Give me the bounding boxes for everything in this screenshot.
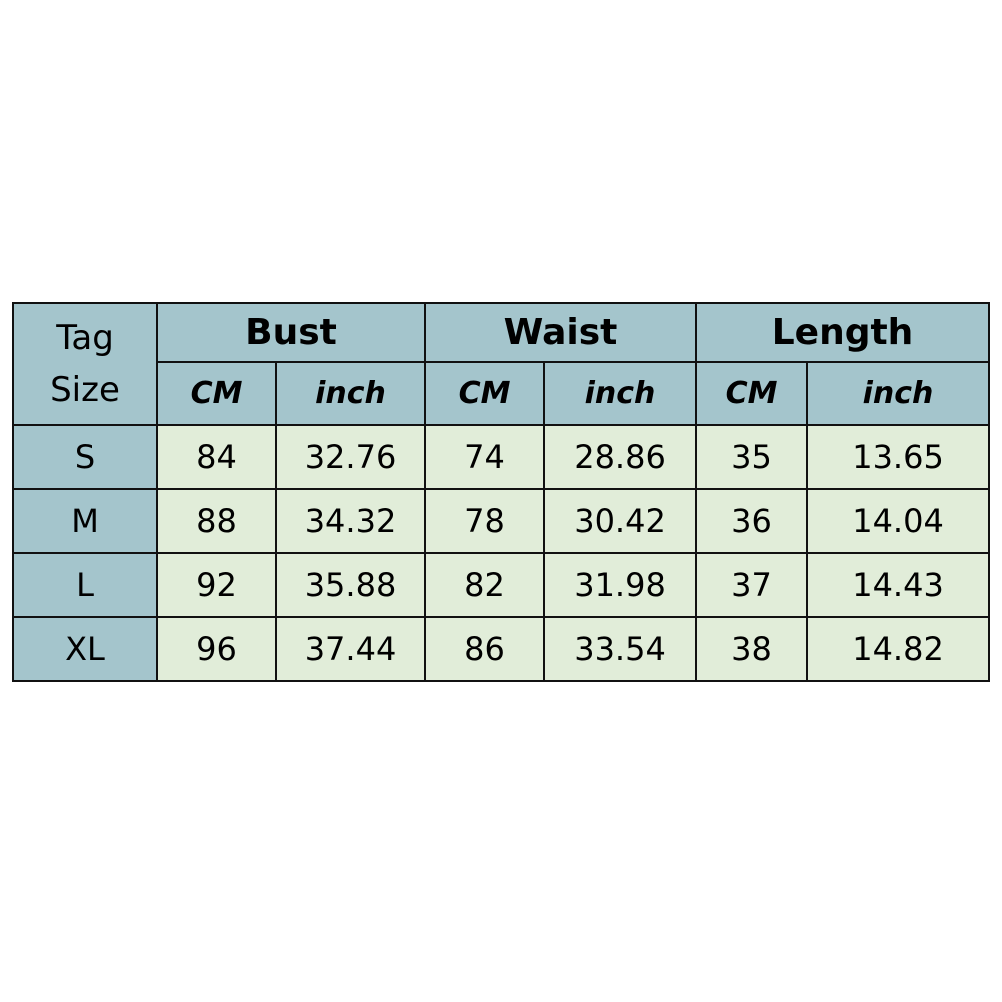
length-header: Length xyxy=(695,302,991,363)
size-cell: L xyxy=(12,552,158,618)
table-row: L 92 35.88 82 31.98 37 14.43 xyxy=(12,552,991,618)
value-cell: 84 xyxy=(156,424,277,490)
value-cell: 88 xyxy=(156,488,277,554)
value-cell: 86 xyxy=(424,616,545,682)
unit-header: inch xyxy=(542,361,698,426)
unit-header: CM xyxy=(695,361,809,426)
value-cell: 35.88 xyxy=(275,552,426,618)
waist-header: Waist xyxy=(423,302,698,363)
size-cell: M xyxy=(12,488,158,554)
value-cell: 32.76 xyxy=(275,424,426,490)
value-cell: 74 xyxy=(424,424,545,490)
value-cell: 14.04 xyxy=(806,488,991,554)
unit-header: CM xyxy=(156,361,277,426)
bust-header: Bust xyxy=(156,302,426,363)
value-cell: 13.65 xyxy=(806,424,991,490)
value-cell: 14.43 xyxy=(806,552,991,618)
tag-size-header: Tag Size xyxy=(12,302,158,426)
value-cell: 28.86 xyxy=(542,424,698,490)
value-cell: 31.98 xyxy=(542,552,698,618)
size-cell: XL xyxy=(12,616,158,682)
table-row: M 88 34.32 78 30.42 36 14.04 xyxy=(12,488,991,554)
value-cell: 37.44 xyxy=(275,616,426,682)
unit-header: CM xyxy=(424,361,545,426)
value-cell: 96 xyxy=(156,616,277,682)
value-cell: 35 xyxy=(695,424,809,490)
value-cell: 37 xyxy=(695,552,809,618)
value-cell: 92 xyxy=(156,552,277,618)
size-chart-table: Tag Size Bust Waist Length CM inch CM inc… xyxy=(12,302,991,682)
size-label: Size xyxy=(50,370,120,410)
value-cell: 14.82 xyxy=(806,616,991,682)
value-cell: 33.54 xyxy=(542,616,698,682)
value-cell: 36 xyxy=(695,488,809,554)
unit-header: inch xyxy=(275,361,426,426)
value-cell: 82 xyxy=(424,552,545,618)
value-cell: 30.42 xyxy=(542,488,698,554)
unit-header: inch xyxy=(806,361,991,426)
value-cell: 34.32 xyxy=(275,488,426,554)
value-cell: 38 xyxy=(695,616,809,682)
tag-label: Tag xyxy=(56,318,114,358)
table-row: XL 96 37.44 86 33.54 38 14.82 xyxy=(12,616,991,682)
size-cell: S xyxy=(12,424,158,490)
table-row: S 84 32.76 74 28.86 35 13.65 xyxy=(12,424,991,490)
value-cell: 78 xyxy=(424,488,545,554)
